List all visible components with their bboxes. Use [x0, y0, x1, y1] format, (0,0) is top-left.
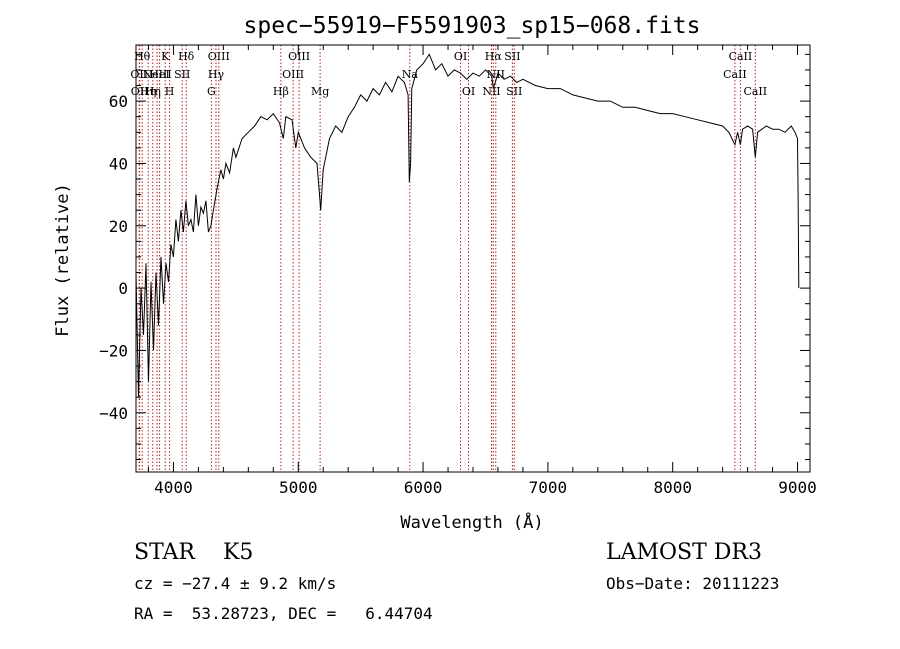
line-marker-label: OII	[130, 68, 148, 81]
y-axis-label: Flux (relative)	[53, 183, 73, 337]
line-marker-label: Hβ	[273, 85, 289, 98]
x-axis-ticks: 4000 5000 6000 7000 8000 9000	[147, 45, 817, 497]
line-marker-label: Hη	[140, 85, 156, 98]
y-tick-label: 60	[109, 92, 128, 111]
x-tick-label: 6000	[404, 478, 443, 497]
line-marker-label: NII	[487, 68, 505, 81]
line-markers	[138, 45, 756, 472]
line-marker-label: Hθ	[134, 50, 151, 63]
line-marker-label: Hγ	[208, 68, 225, 81]
line-marker-label: H	[165, 85, 175, 98]
line-marker-label: Mg	[311, 85, 329, 98]
line-marker-label: Hη	[145, 85, 161, 98]
x-tick-label: 4000	[154, 478, 193, 497]
line-marker-label: CaII	[723, 68, 747, 81]
line-marker-label: SII	[504, 50, 520, 63]
line-marker-label: CaII	[729, 50, 753, 63]
line-marker-label: OI	[462, 85, 475, 98]
line-marker-label: NII	[482, 85, 500, 98]
y-tick-label: −20	[99, 341, 128, 360]
x-tick-label: 8000	[653, 478, 692, 497]
line-marker-label: Hα	[485, 50, 503, 63]
y-tick-label: −40	[99, 404, 128, 423]
redshift-velocity: cz = −27.4 ± 9.2 km/s	[134, 574, 337, 593]
plot-frame	[135, 44, 811, 473]
chart-title: spec−55919−F5591903_sp15−068.fits	[244, 13, 701, 39]
line-marker-label: OIII	[288, 50, 310, 63]
line-marker-label: K	[161, 50, 170, 63]
line-marker-label: SII	[174, 68, 190, 81]
line-marker-label: OII	[131, 85, 149, 98]
y-axis-ticks: −40 −20 0 20 40 60	[99, 53, 810, 461]
line-marker-labels: HθOIIOIIHηHηNeIIIHeIKHSIIHδGHγOIIIHβOIII…	[130, 50, 767, 98]
spectrum-line	[135, 53, 800, 398]
line-marker-label: NeIII	[143, 68, 172, 81]
y-tick-label: 20	[109, 217, 128, 236]
survey-name: LAMOST DR3	[606, 540, 762, 565]
line-marker-label: Na	[402, 68, 419, 81]
x-axis-label: Wavelength (Å)	[400, 511, 543, 533]
line-marker-label: HeI	[149, 68, 169, 81]
line-marker-label: OI	[454, 50, 467, 63]
x-tick-label: 9000	[778, 478, 817, 497]
y-tick-label: 0	[118, 279, 128, 298]
coordinates: RA = 53.28723, DEC = 6.44704	[134, 604, 433, 623]
line-marker-label: OIII	[208, 50, 230, 63]
object-class: STAR K5	[134, 540, 254, 565]
line-marker-label: CaII	[743, 85, 767, 98]
x-tick-label: 5000	[279, 478, 318, 497]
y-tick-label: 40	[109, 154, 128, 173]
line-marker-label: SII	[506, 85, 522, 98]
line-marker-label: Hδ	[178, 50, 195, 63]
x-tick-label: 7000	[529, 478, 568, 497]
observation-date: Obs−Date: 20111223	[606, 574, 780, 593]
line-marker-label: G	[207, 85, 216, 98]
line-marker-label: OIII	[282, 68, 304, 81]
